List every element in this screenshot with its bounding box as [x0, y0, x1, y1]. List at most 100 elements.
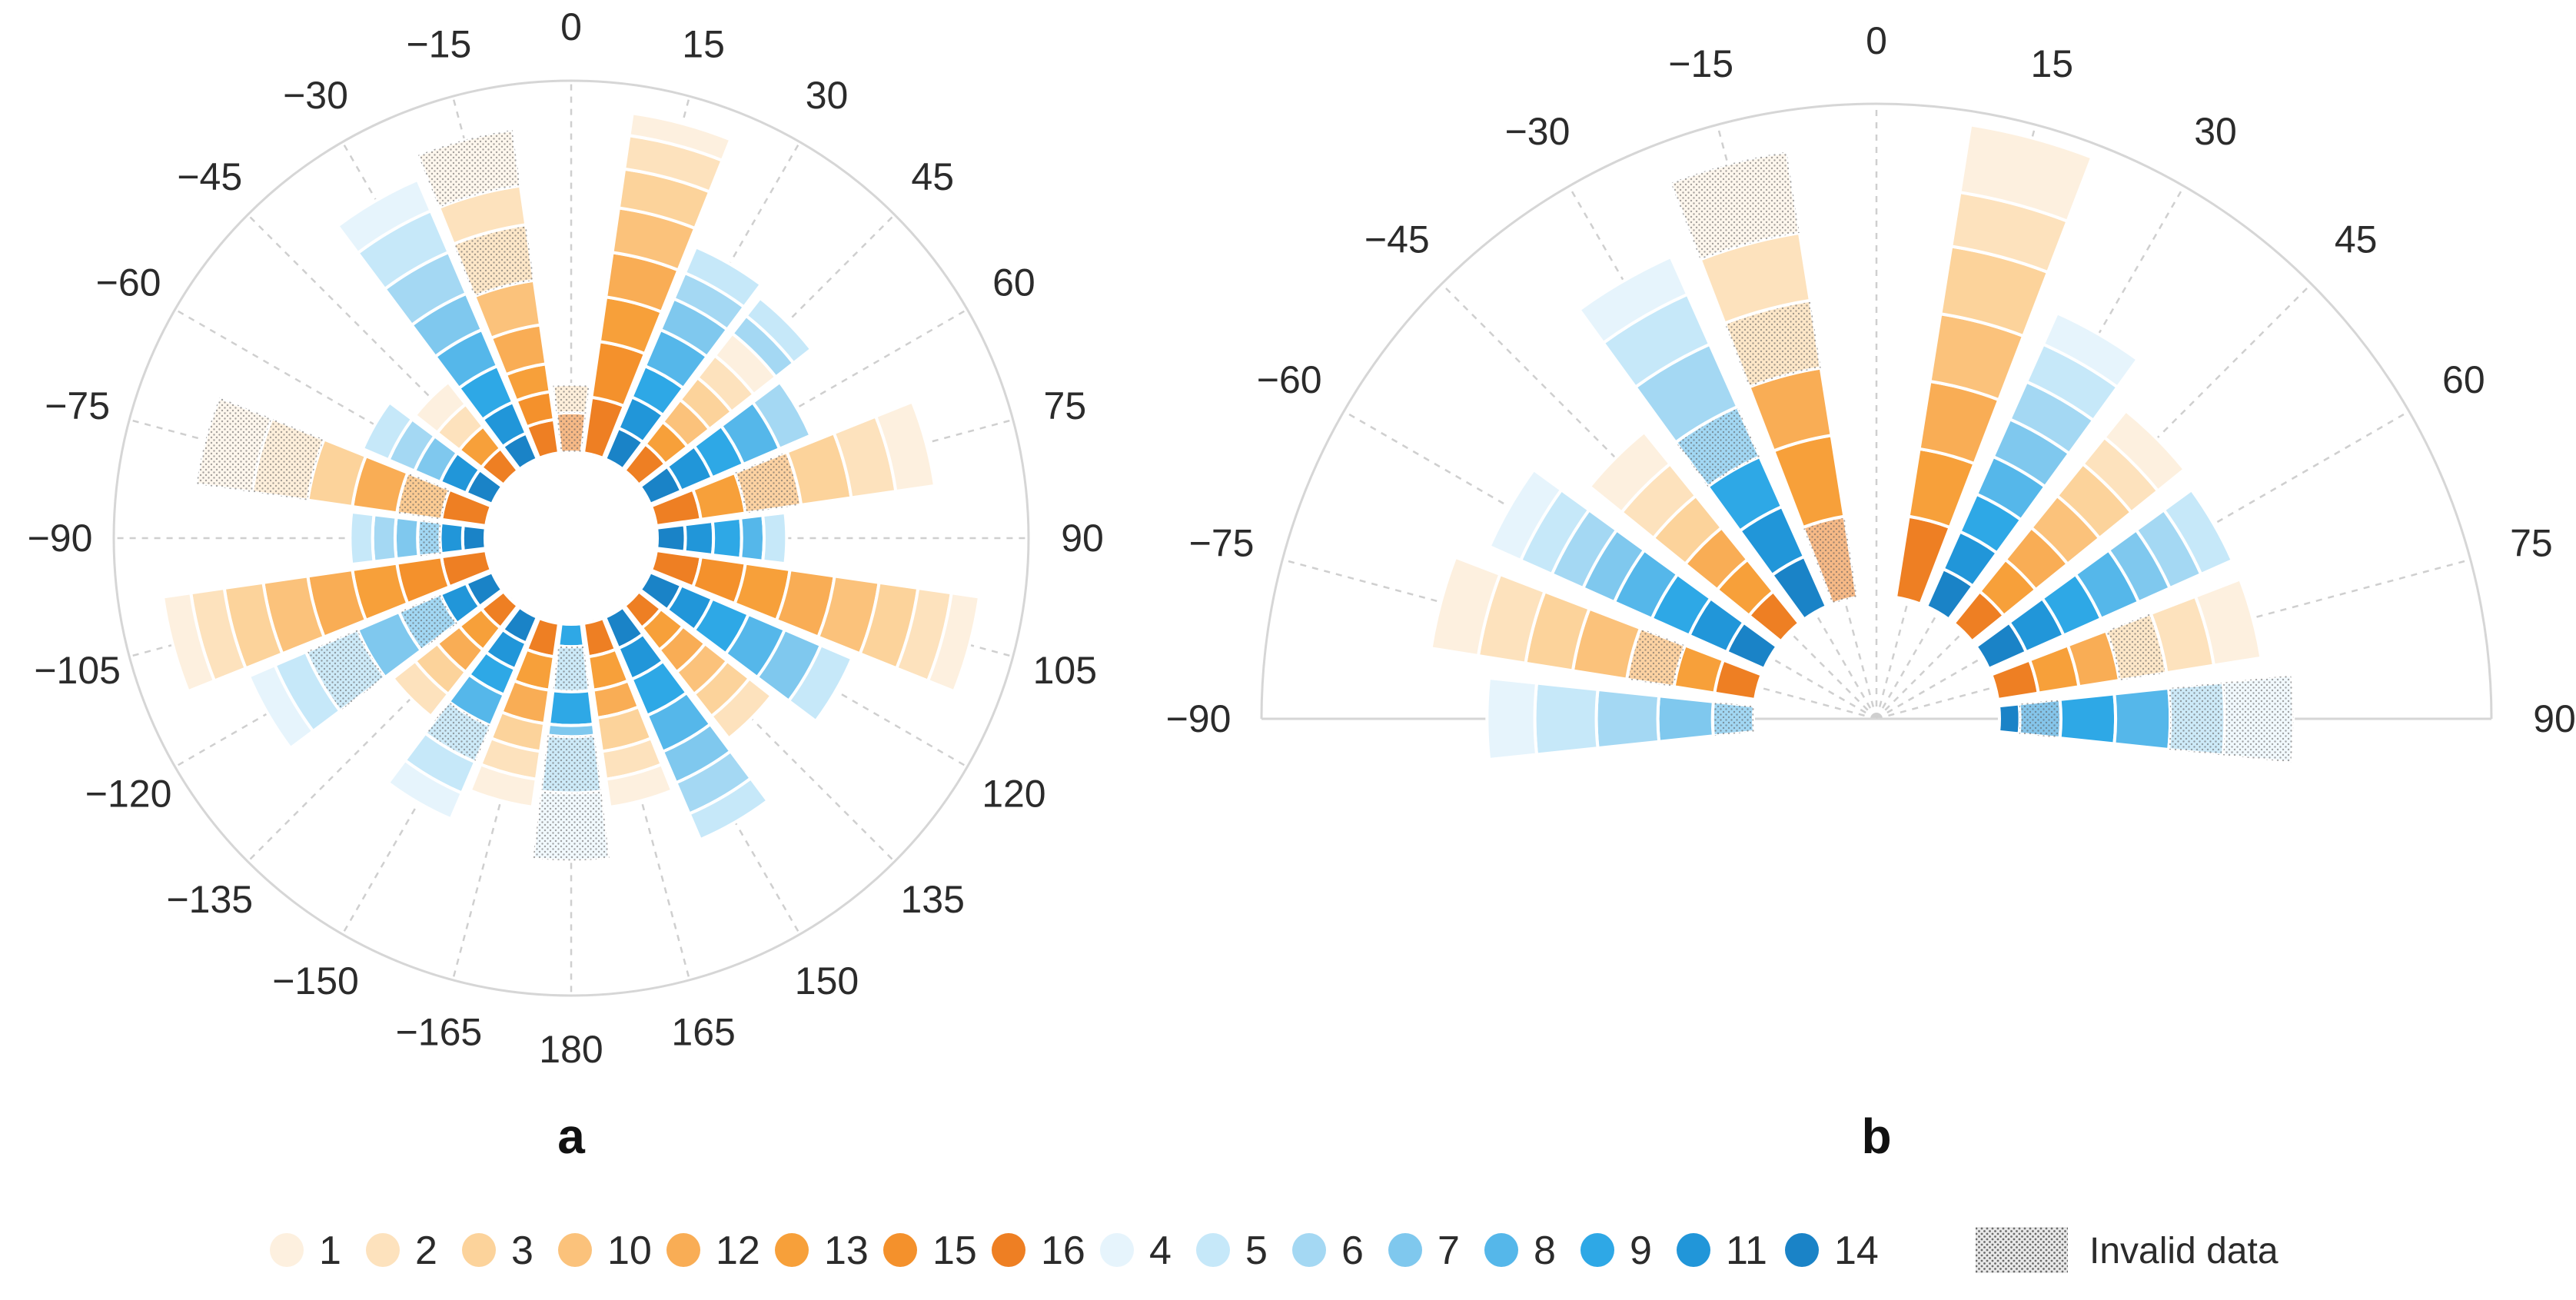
- legend-swatch: [666, 1233, 700, 1267]
- center-hole: [487, 454, 656, 623]
- bar-segment: [391, 658, 451, 719]
- legend-label: 5: [1245, 1229, 1268, 1273]
- legend-swatch: [558, 1233, 592, 1267]
- legend-swatch: [270, 1233, 304, 1267]
- legend-label: 15: [932, 1229, 977, 1273]
- bar-segment: [413, 380, 468, 435]
- tick-label: 60: [992, 261, 1035, 304]
- legend-swatch: [1677, 1233, 1710, 1267]
- bar-segment: [468, 762, 539, 810]
- bar-segment: [687, 776, 770, 842]
- bar-segment: [750, 380, 813, 451]
- bar-segment: [161, 591, 217, 693]
- bar-segment: [1485, 676, 1539, 762]
- bar-segment: [247, 663, 316, 750]
- tick-label: 75: [1044, 384, 1087, 427]
- legend-swatch: [992, 1233, 1025, 1267]
- gridline: [1281, 558, 1877, 720]
- invalid-overlay: [533, 791, 610, 861]
- legend-swatch: [1388, 1233, 1422, 1267]
- tick-label: 60: [2442, 358, 2485, 401]
- bar-segment: [547, 689, 596, 727]
- legend-swatch: [1292, 1233, 1326, 1267]
- invalid-overlay: [1627, 628, 1686, 687]
- legend-label: 8: [1534, 1229, 1556, 1273]
- tick-label: −90: [1166, 697, 1231, 740]
- tick-label: −30: [1505, 110, 1571, 153]
- tick-label: −45: [1364, 218, 1430, 261]
- bar-segment: [1996, 702, 2022, 736]
- bar-segment: [1587, 430, 1673, 515]
- invalid-overlay: [2222, 675, 2294, 763]
- bar-segment: [683, 519, 716, 557]
- bar-segment: [2162, 487, 2235, 577]
- outer-arc: [1260, 102, 2493, 720]
- invalid-overlay: [553, 384, 590, 414]
- outer-circle: [112, 79, 1030, 997]
- legend-swatch: [883, 1233, 917, 1267]
- tick-label: 30: [2194, 110, 2237, 153]
- tick-label: −105: [34, 649, 121, 692]
- bar-segment: [361, 400, 414, 462]
- legend-label: 1: [319, 1229, 341, 1273]
- bar-segment: [709, 676, 774, 741]
- legend-label: 11: [1726, 1229, 1767, 1273]
- tick-label: 165: [671, 1010, 735, 1053]
- legend: 1 2 3 10 12 13 15 16 4 5 6 7 8 9 11 14 Invalid data: [270, 1227, 2279, 1273]
- legend-swatch: [462, 1233, 496, 1267]
- bar-segment: [438, 520, 465, 556]
- invalid-overlay: [2019, 699, 2062, 739]
- invalid-overlay: [556, 412, 587, 453]
- bar-segment: [335, 178, 434, 255]
- invalid-overlay: [1675, 406, 1760, 487]
- tick-label: 135: [901, 878, 965, 921]
- tick-label: −60: [96, 261, 161, 304]
- legend-label: 6: [1341, 1229, 1364, 1273]
- bar-segment: [710, 516, 743, 560]
- invalid-overlay: [425, 701, 491, 763]
- bar-segment: [386, 758, 464, 821]
- bar-segment: [786, 643, 854, 723]
- tick-label: −135: [166, 878, 253, 921]
- invalid-overlay: [1724, 300, 1821, 387]
- invalid-overlay: [417, 520, 441, 557]
- legend-label: 3: [511, 1229, 533, 1273]
- legend-label: 2: [415, 1229, 437, 1273]
- tick-label: 90: [1061, 517, 1104, 560]
- tick-label: −75: [45, 384, 110, 427]
- bar-segment: [761, 510, 789, 566]
- bar-segment: [1656, 694, 1716, 743]
- invalid-overlay: [453, 224, 534, 297]
- legend-swatch: [775, 1233, 809, 1267]
- bar-segment: [460, 524, 488, 553]
- tick-label: −165: [396, 1010, 483, 1053]
- bar-segment: [1958, 123, 2094, 224]
- invalid-overlay: [398, 593, 457, 650]
- legend-label: 12: [716, 1229, 760, 1273]
- tick-label: −45: [177, 155, 242, 198]
- invalid-overlay: [734, 451, 802, 514]
- invalid-overlay: [1670, 151, 1800, 260]
- invalid-overlay: [397, 472, 450, 520]
- bar-segment: [1577, 254, 1690, 345]
- tick-label: 0: [1866, 19, 1887, 62]
- invalid-overlay: [417, 130, 520, 208]
- bar-segment: [654, 523, 687, 554]
- legend-label: 13: [824, 1229, 869, 1273]
- bar-segment: [627, 111, 733, 163]
- legend-invalid-swatch: [1976, 1227, 2068, 1273]
- legend-invalid-label: Invalid data: [2089, 1231, 2279, 1272]
- tick-label: 15: [682, 23, 725, 66]
- bar-segment: [743, 295, 814, 366]
- tick-label: 45: [911, 155, 954, 198]
- tick-label: 180: [539, 1028, 603, 1071]
- bar-segment: [1533, 681, 1600, 756]
- bar-segment: [393, 515, 420, 561]
- bar-segment: [348, 510, 376, 567]
- tick-label: 120: [982, 773, 1045, 816]
- bar-segment: [557, 621, 586, 649]
- invalid-overlay: [1803, 516, 1857, 604]
- legend-label: 4: [1149, 1229, 1172, 1273]
- legend-swatch: [1196, 1233, 1230, 1267]
